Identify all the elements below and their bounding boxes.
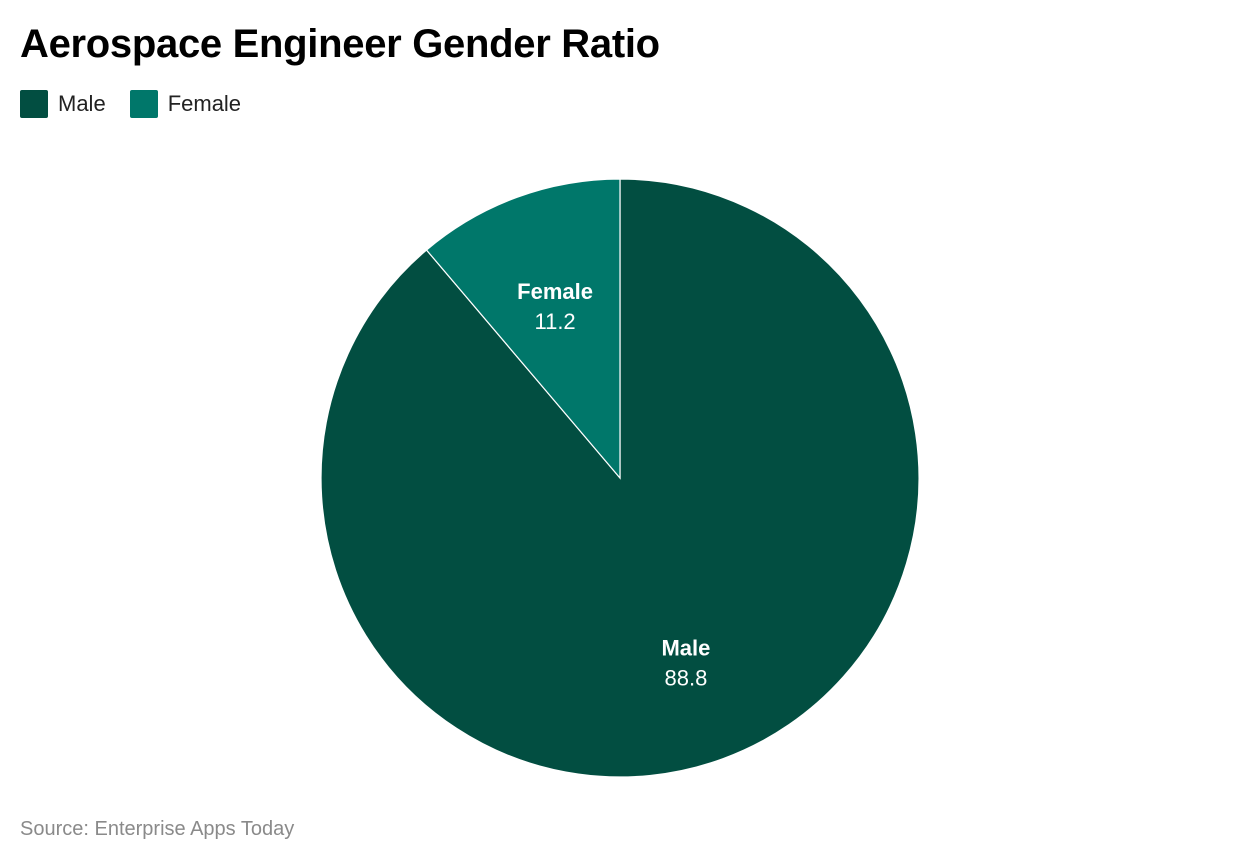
pie-slice-female[interactable] bbox=[425, 178, 621, 480]
source-note: Source: Enterprise Apps Today bbox=[20, 818, 295, 840]
legend-swatch-female bbox=[129, 90, 158, 118]
legend-item-female[interactable]: Female bbox=[129, 90, 242, 118]
legend-swatch-male bbox=[20, 90, 48, 118]
chart-legend: Male Female bbox=[20, 90, 241, 118]
legend-item-male[interactable]: Male bbox=[20, 90, 106, 118]
chart-title: Aerospace Engineer Gender Ratio bbox=[20, 22, 660, 66]
legend-label-female: Female bbox=[167, 91, 242, 116]
pie-slices bbox=[320, 178, 920, 778]
legend-label-male: Male bbox=[58, 91, 106, 116]
